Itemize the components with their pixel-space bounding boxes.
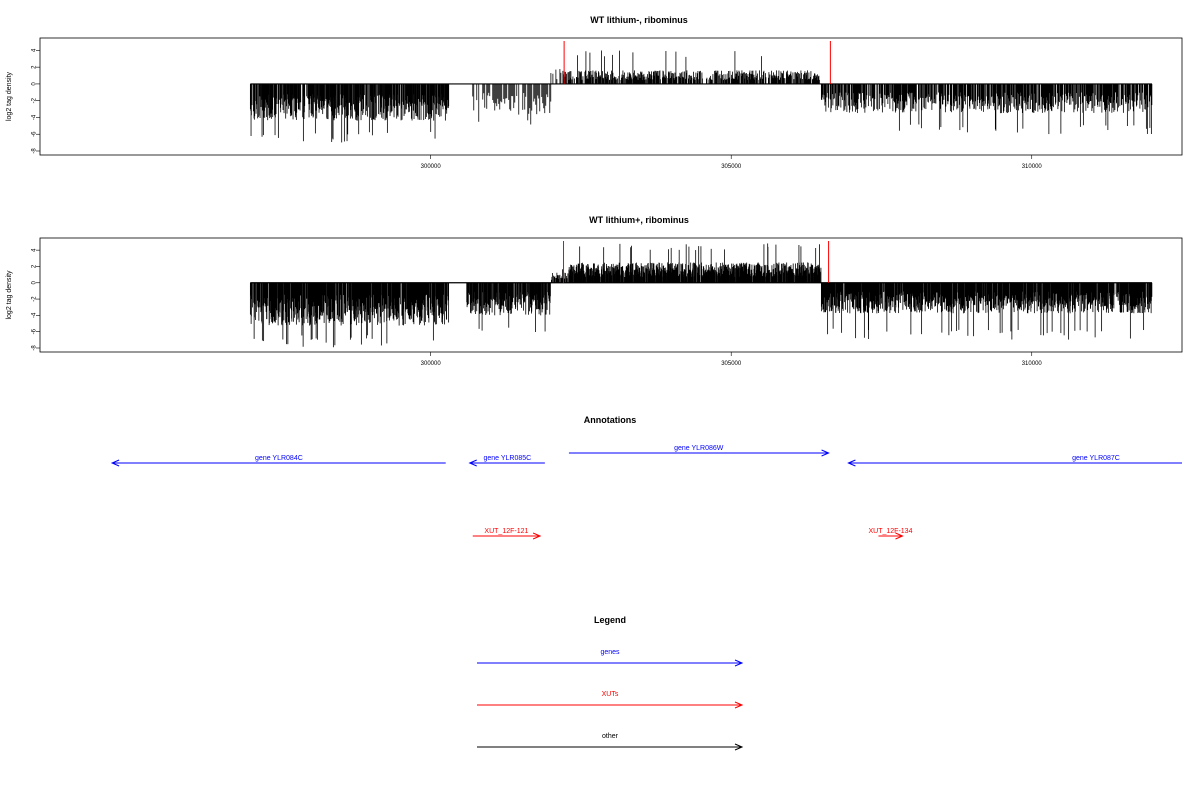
y-tick-label: -6 [32,328,38,334]
legend-panel: Legend genes XUTs other [477,615,744,751]
xut-arrow [472,532,542,540]
y-tick-label: 2 [32,65,38,69]
legend-arrow-genes [477,659,744,667]
y-tick-label: 0 [32,280,38,284]
y-tick-label: 4 [32,48,38,52]
x-tick-label: 305000 [721,164,742,170]
legend-arrow-other [477,743,744,751]
y-tick-label: -8 [32,345,38,351]
y-axis-label: log2 tag density [6,71,13,121]
y-tick-label: -2 [32,97,38,103]
x-tick-label: 300000 [421,361,442,367]
gene-label: gene YLR084C [255,455,303,462]
y-tick-label: -2 [32,296,38,302]
track-panel-lithium-minus: WT lithium-, ribominus 4 2 0 -2 -4 -6 -8 log2 ta… [6,15,1183,170]
plot-frame [39,37,1183,156]
gene-arrow [847,459,1182,467]
track-title: WT lithium+, ribominus [589,215,689,225]
y-tick-label: 4 [32,248,38,252]
y-tick-label: -4 [32,114,38,120]
signal-bars [249,50,1153,143]
annotations-title: Annotations [584,415,637,425]
gene-label: gene YLR085C [483,455,531,462]
legend-label-other: other [602,733,619,740]
xut-arrow [878,532,904,540]
gene-arrow [110,459,446,467]
plot-frame [39,237,1183,353]
legend-label-xuts: XUTs [602,691,619,698]
y-axis-label: log2 tag density [6,270,13,320]
y-tick-label: 0 [32,82,38,86]
track-title: WT lithium-, ribominus [590,15,688,25]
gene-label: gene YLR086W [674,445,724,452]
x-tick-label: 300000 [421,164,442,170]
x-tick-label: 305000 [721,361,742,367]
xut-label: XUT_12F-134 [869,528,913,535]
annotations-panel: Annotations gene YLR084C gene YLR085C gene… [110,415,1182,540]
y-tick-label: -8 [32,148,38,154]
track-panel-lithium-plus: WT lithium+, ribominus 4 2 0 -2 -4 -6 -8 log2 ta… [6,215,1183,367]
y-tick-label: -4 [32,312,38,318]
y-tick-label: -6 [32,131,38,137]
gene-label: gene YLR087C [1072,455,1120,462]
legend-arrow-xuts [477,701,744,709]
y-tick-label: 2 [32,264,38,268]
x-tick-label: 310000 [1022,361,1043,367]
signal-bars [249,243,1153,348]
gene-arrow [468,459,545,467]
gene-arrow [568,449,830,457]
legend-title: Legend [594,615,626,625]
legend-label-genes: genes [600,649,620,656]
xut-label: XUT_12F-121 [484,528,528,535]
x-tick-label: 310000 [1022,164,1043,170]
